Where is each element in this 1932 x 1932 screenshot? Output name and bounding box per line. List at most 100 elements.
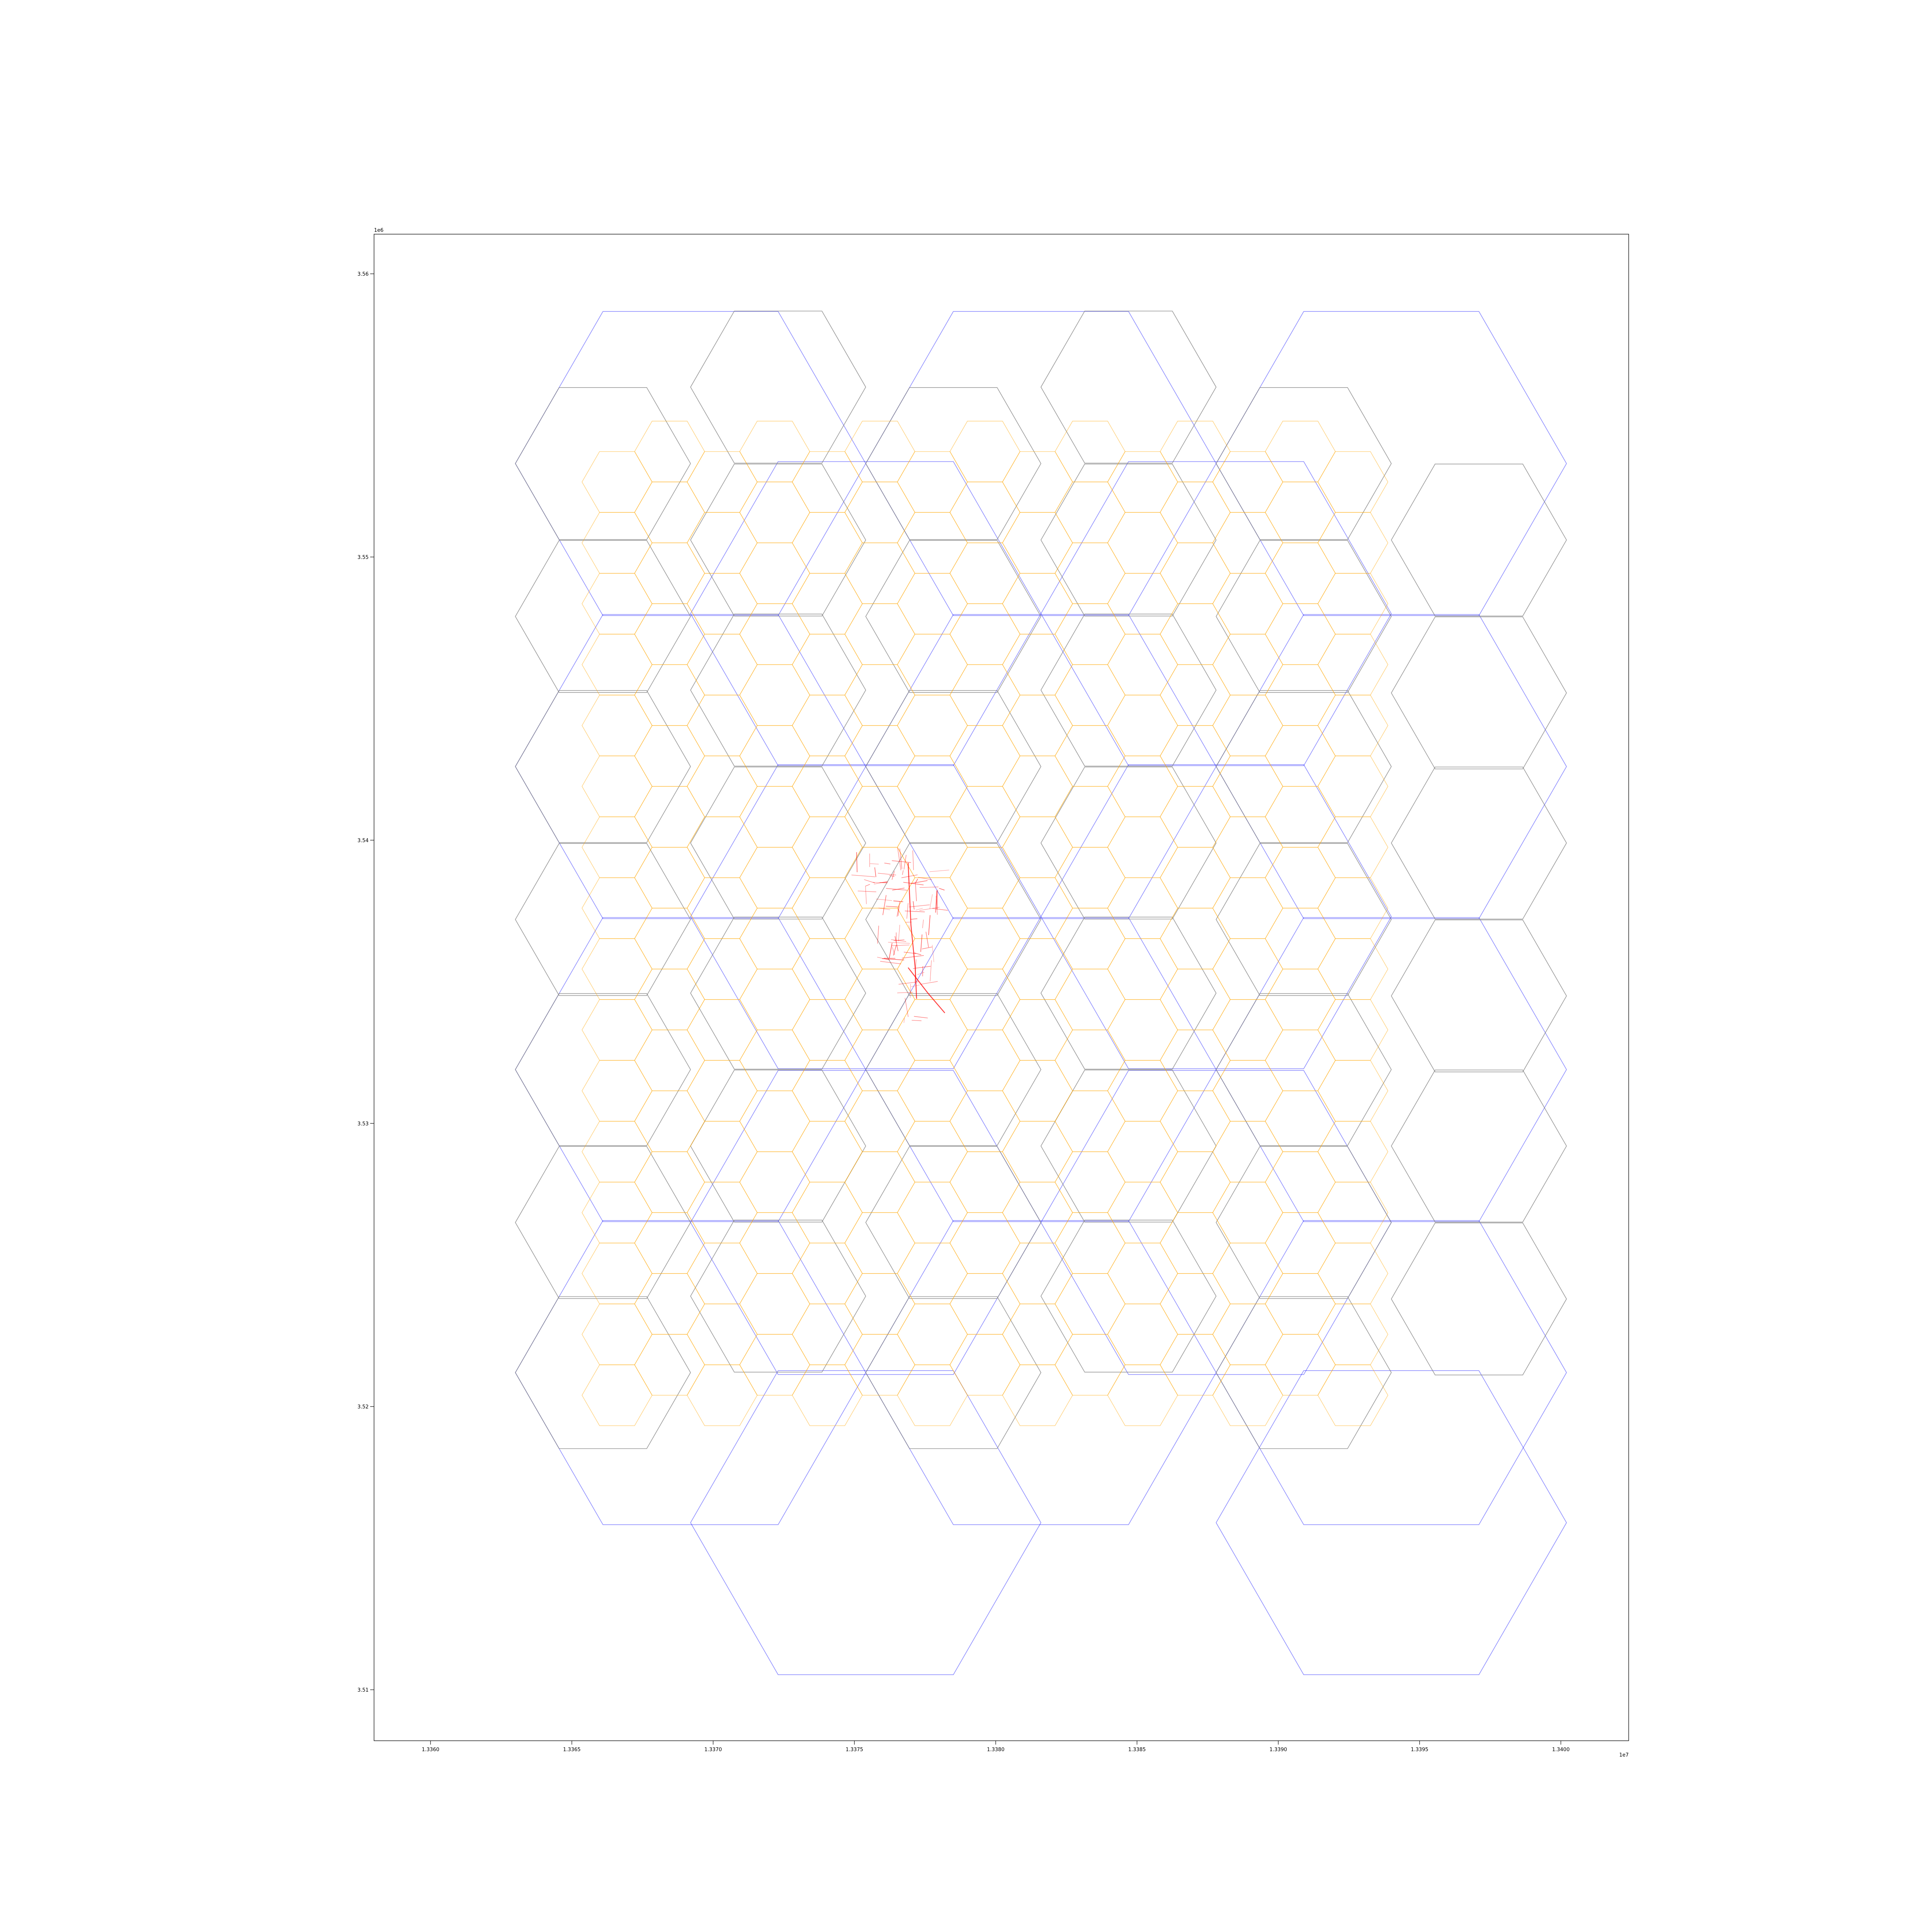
road-segment xyxy=(902,870,904,875)
hex-cell-medium xyxy=(690,1219,866,1372)
road-segment xyxy=(877,925,879,944)
road-segment xyxy=(886,906,898,907)
road-segment xyxy=(922,946,932,949)
hex-cell-medium xyxy=(690,311,866,464)
hex-cell-medium xyxy=(1216,1296,1392,1449)
road-segment xyxy=(905,910,925,912)
road-segment xyxy=(909,904,930,908)
hex-cell-medium xyxy=(1040,614,1217,767)
road-segment xyxy=(930,960,932,981)
hex-cell-medium xyxy=(1216,690,1392,843)
hex-cell-medium xyxy=(1040,1219,1217,1372)
road-segment xyxy=(914,1016,928,1019)
x-tick-label: 1.3385 xyxy=(1128,1747,1146,1753)
road-segment xyxy=(878,873,896,876)
road-segment xyxy=(865,886,867,904)
road-segment xyxy=(892,860,911,863)
road-segment xyxy=(865,884,870,886)
road-segment xyxy=(920,981,938,985)
hex-cell-medium xyxy=(865,993,1041,1146)
hex-cell-medium xyxy=(1216,843,1392,996)
hex-cell-coarse xyxy=(690,764,1041,1069)
hex-cell-medium xyxy=(865,690,1041,843)
road-segment xyxy=(911,918,918,920)
road-segment xyxy=(851,874,875,877)
hex-cell-medium xyxy=(1040,311,1217,464)
hex-cell-coarse xyxy=(690,461,1041,766)
hex-cell-coarse xyxy=(1216,1370,1567,1675)
road-segment xyxy=(910,984,911,998)
road-segment xyxy=(878,908,890,910)
road-segment xyxy=(879,882,888,883)
x-tick-label: 1.3390 xyxy=(1269,1747,1287,1753)
road-segment xyxy=(910,880,928,884)
hex-cell-medium xyxy=(865,540,1041,693)
y-offset-label: 1e6 xyxy=(374,228,384,233)
hex-cell-medium xyxy=(515,387,691,540)
road-segment xyxy=(913,901,915,910)
hex-cell-medium xyxy=(1040,767,1217,920)
x-tick-label: 1.3380 xyxy=(987,1747,1005,1753)
road-segment xyxy=(864,879,875,883)
road-segment xyxy=(932,908,948,911)
hex-cell-medium xyxy=(865,1296,1041,1449)
hex-cell-medium xyxy=(690,614,866,767)
x-tick-label: 1.3370 xyxy=(704,1747,722,1753)
road-segment xyxy=(897,992,913,993)
road-segment xyxy=(895,936,898,951)
hex-cell-medium xyxy=(1391,464,1567,617)
road-segment xyxy=(896,906,900,917)
hex-cell-medium xyxy=(1391,1070,1567,1223)
road-segment xyxy=(891,871,895,880)
hex-cell-medium xyxy=(515,1146,691,1299)
road-segment xyxy=(857,891,876,892)
hex-cell-medium xyxy=(1216,993,1392,1146)
main-road xyxy=(908,862,917,999)
road-segment xyxy=(898,901,900,916)
road-segment xyxy=(898,981,918,985)
road-segment xyxy=(884,958,896,959)
road-segment xyxy=(935,891,937,913)
road-segment xyxy=(898,925,900,941)
road-segment xyxy=(908,925,911,931)
hex-cell-medium xyxy=(515,1296,691,1449)
road-segment xyxy=(893,945,897,956)
hex-cell-medium xyxy=(1391,616,1567,769)
x-tick-label: 1.3365 xyxy=(563,1747,581,1753)
road-segment xyxy=(892,888,905,891)
x-tick-label: 1.3400 xyxy=(1552,1747,1570,1753)
road-segment xyxy=(917,972,925,975)
road-segment xyxy=(901,874,918,878)
road-segment xyxy=(915,884,917,901)
road-segment xyxy=(920,934,923,952)
hex-cell-medium xyxy=(515,540,691,693)
y-tick-label: 3.56 xyxy=(357,272,369,277)
hex-layer-fine xyxy=(582,421,1388,1426)
x-tick-label: 1.3360 xyxy=(422,1747,440,1753)
road-segment xyxy=(897,847,901,871)
y-tick-label: 3.54 xyxy=(357,838,369,844)
hex-cell-medium xyxy=(865,387,1041,540)
road-segment xyxy=(928,915,930,935)
road-segment xyxy=(906,903,908,919)
main-road xyxy=(908,967,946,1014)
road-segment xyxy=(915,908,923,910)
hex-cell-medium xyxy=(515,843,691,996)
road-segment xyxy=(919,907,940,911)
hex-cell-medium xyxy=(1391,1223,1567,1376)
road-segment xyxy=(903,855,906,870)
x-tick-label: 1.3375 xyxy=(845,1747,863,1753)
road-segment xyxy=(903,1018,905,1023)
y-axis: 3.51 3.52 3.53 3.54 3.55 3.56 xyxy=(357,272,374,1693)
x-axis: 1.3360 1.3365 1.3370 1.3375 1.3380 1.3385 1.33… xyxy=(422,1741,1570,1753)
hex-cell-fine xyxy=(1317,451,1388,513)
road-segment xyxy=(876,898,892,901)
road-network xyxy=(851,847,949,1023)
y-tick-label: 3.51 xyxy=(357,1687,369,1693)
road-segment xyxy=(874,867,876,877)
hex-cell-medium xyxy=(1040,464,1217,617)
road-segment xyxy=(918,877,932,880)
y-tick-label: 3.55 xyxy=(357,555,369,561)
hex-cell-medium xyxy=(865,1146,1041,1299)
